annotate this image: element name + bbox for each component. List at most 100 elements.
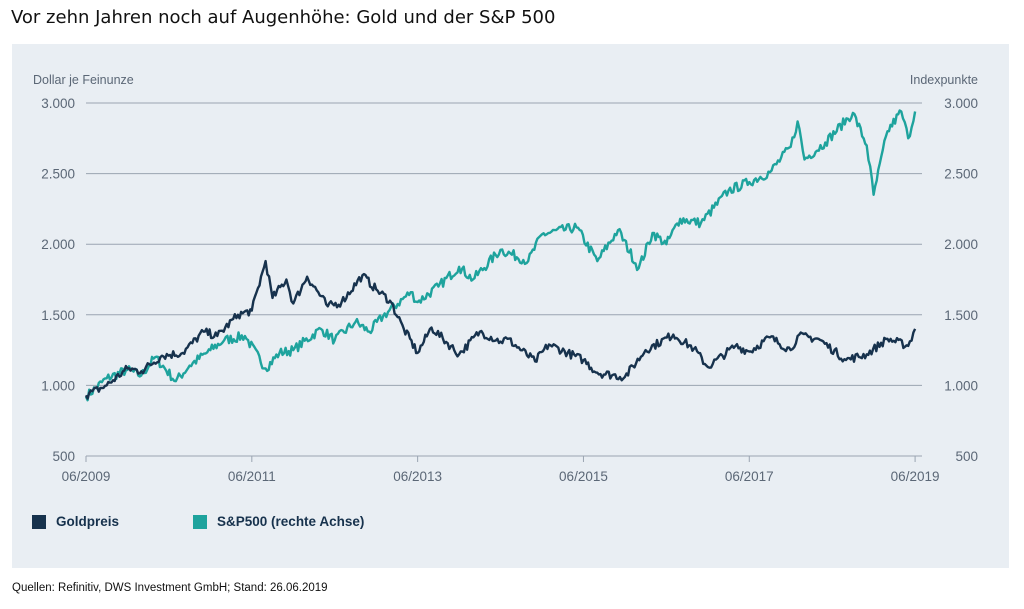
y-tick-label-right: 1.500 [944,308,978,323]
data-point-sp500 [265,368,267,370]
data-point-sp500 [458,266,460,268]
y-tick-label-left: 500 [52,449,75,464]
data-point-goldpreis [203,331,205,333]
data-point-sp500 [334,339,336,341]
data-point-goldpreis [548,344,550,346]
data-point-goldpreis [327,306,329,308]
y-tick-label-right: 1.000 [944,378,978,393]
data-point-goldpreis [341,301,343,303]
data-point-sp500 [106,378,108,380]
legend-item-sp500: S&P500 (rechte Achse) [193,514,364,529]
data-point-sp500 [355,321,357,323]
data-point-sp500 [417,301,419,303]
data-point-sp500 [769,171,771,173]
y-tick-label-right: 500 [955,449,978,464]
data-point-goldpreis [161,355,163,357]
data-point-goldpreis [389,300,391,302]
data-point-sp500 [210,349,212,351]
data-point-goldpreis [645,349,647,351]
data-point-sp500 [500,249,502,251]
data-point-goldpreis [866,354,868,356]
data-point-sp500 [652,232,654,234]
x-tick-label: 06/2013 [393,469,442,484]
data-point-sp500 [438,286,440,288]
data-point-goldpreis [845,359,847,361]
legend-label-gold: Goldpreis [56,514,120,529]
x-tick-label: 06/2011 [228,469,276,484]
data-point-sp500 [797,121,799,123]
data-point-goldpreis [790,349,792,351]
data-point-goldpreis [85,394,87,396]
data-point-sp500 [292,349,294,351]
data-point-sp500 [527,260,529,262]
data-point-sp500 [638,267,640,269]
data-point-goldpreis [286,279,288,281]
data-point-sp500 [666,243,668,245]
data-point-goldpreis [596,372,598,374]
chart-panel [12,44,1009,568]
x-tick-label: 06/2019 [891,469,940,484]
data-point-goldpreis [140,370,142,372]
data-point-goldpreis [707,366,709,368]
y-tick-label-left: 3.000 [41,96,75,111]
data-point-sp500 [852,112,854,114]
data-point-sp500 [748,181,750,183]
data-point-goldpreis [907,345,909,347]
data-point-goldpreis [797,335,799,337]
data-point-sp500 [914,111,916,113]
series-line-goldpreis [84,259,917,400]
data-point-sp500 [804,159,806,161]
right-axis-title: Indexpunkte [909,73,978,87]
source-note: Quellen: Refinitiv, DWS Investment GmbH;… [12,582,328,594]
data-point-goldpreis [417,352,419,354]
x-tick-label: 06/2017 [725,469,774,484]
legend-item-gold: Goldpreis [32,514,119,529]
legend-swatch-gold [32,514,46,529]
data-point-sp500 [320,328,322,330]
data-point-goldpreis [127,368,129,370]
data-point-sp500 [189,365,191,367]
data-point-goldpreis [583,359,585,361]
data-point-sp500 [824,142,826,144]
data-point-sp500 [907,138,909,140]
data-point-goldpreis [237,314,239,316]
y-tick-label-right: 2.500 [944,167,978,182]
data-point-goldpreis [292,303,294,305]
y-tick-label-right: 2.000 [944,237,978,252]
data-point-goldpreis [251,310,253,312]
tick-labels: 500 500 1.000 1.000 1.500 1.500 2.000 2.000 2.50… [41,96,978,484]
data-point-goldpreis [375,289,377,291]
x-tick-label: 06/2015 [559,469,608,484]
series-lines [84,109,917,402]
data-point-goldpreis [106,385,108,387]
data-point-sp500 [576,226,578,228]
data-point-sp500 [541,234,543,236]
data-point-sp500 [866,145,868,147]
data-point-goldpreis [672,334,674,336]
data-point-sp500 [223,339,225,341]
data-point-sp500 [175,380,177,382]
data-point-goldpreis [748,351,750,353]
legend: Goldpreis S&P500 (rechte Achse) [32,514,438,529]
y-tick-label-right: 3.000 [944,96,978,111]
data-point-sp500 [140,375,142,377]
data-point-goldpreis [887,338,889,340]
y-tick-label-left: 2.000 [41,237,75,252]
page-title: Vor zehn Jahren noch auf Augenhöhe: Gold… [11,7,556,28]
gridlines [85,102,922,462]
y-tick-label-left: 1.000 [41,378,75,393]
data-point-sp500 [410,291,412,293]
data-point-sp500 [244,335,246,337]
data-point-sp500 [679,218,681,220]
data-point-sp500 [790,146,792,148]
data-point-goldpreis [818,338,820,340]
data-point-sp500 [873,194,875,196]
data-point-sp500 [887,130,889,132]
data-point-goldpreis [265,260,267,262]
x-tick-label: 06/2009 [62,469,111,484]
data-point-sp500 [700,222,702,224]
data-point-goldpreis [403,328,405,330]
data-point-goldpreis [458,354,460,356]
data-point-goldpreis [624,376,626,378]
